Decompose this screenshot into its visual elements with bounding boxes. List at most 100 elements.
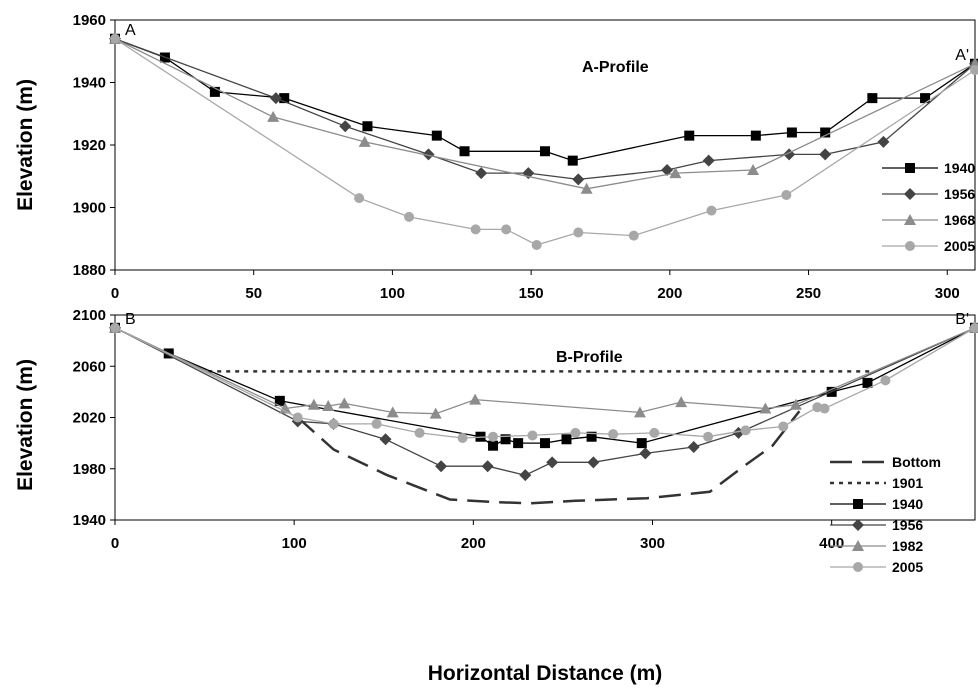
legend-label: 2005 — [944, 238, 975, 254]
data-point — [429, 407, 442, 419]
data-point — [362, 121, 373, 132]
data-point — [371, 418, 382, 429]
data-point — [431, 130, 442, 141]
data-point — [513, 438, 524, 449]
data-point — [747, 164, 760, 175]
legend-label: 1956 — [944, 186, 975, 202]
legend-label: 1901 — [892, 475, 923, 491]
x-tick-label: 300 — [640, 535, 665, 552]
data-point — [970, 322, 978, 333]
series-1968 — [109, 32, 978, 194]
data-point — [786, 127, 797, 138]
x-tick-label: 150 — [519, 285, 544, 302]
data-point — [386, 406, 399, 418]
x-tick-label: 200 — [657, 285, 682, 302]
data-point — [475, 167, 488, 180]
x-tick-label: 250 — [796, 285, 821, 302]
y-tick-label: 1940 — [73, 512, 106, 529]
series-line-1940 — [114, 38, 976, 162]
data-point — [669, 167, 682, 179]
y-tick-label: 2100 — [73, 307, 106, 324]
profile-end-label: A — [125, 22, 136, 39]
legend-marker — [905, 163, 915, 173]
plot-frame — [114, 314, 976, 521]
data-point — [702, 154, 715, 167]
series-line-1940 — [114, 327, 976, 447]
series-line-1956 — [114, 38, 976, 181]
series-1940 — [110, 33, 978, 166]
data-point — [209, 86, 220, 97]
profile-end-label: B — [125, 311, 136, 328]
legend-label: 1968 — [944, 212, 975, 228]
x-tick-label: 200 — [461, 535, 486, 552]
y-tick-label: 2060 — [73, 358, 106, 375]
y-axis-title: Elevation (m) — [14, 79, 37, 211]
data-point — [970, 65, 978, 75]
data-point — [740, 425, 751, 436]
legend: 1940 1956 1968 2005 — [882, 160, 975, 254]
legend-label: 1956 — [892, 517, 923, 533]
panel-title: A-Profile — [582, 59, 649, 76]
data-point — [469, 393, 482, 405]
data-point — [279, 93, 290, 104]
data-point — [338, 397, 351, 409]
data-point — [470, 224, 481, 235]
data-point — [267, 110, 280, 122]
data-point — [501, 224, 512, 235]
data-point — [540, 438, 550, 449]
y-tick-label: 1880 — [73, 262, 106, 279]
data-point — [457, 433, 468, 443]
x-axis-title: Horizontal Distance (m) — [428, 662, 663, 685]
data-point — [328, 418, 339, 429]
data-point — [110, 322, 120, 333]
legend-marker — [852, 540, 864, 551]
data-point — [567, 155, 578, 166]
x-tick-label: 400 — [819, 535, 844, 552]
data-point — [404, 211, 415, 222]
series-line-1968 — [114, 38, 976, 190]
y-tick-label: 2020 — [73, 410, 106, 427]
data-point — [339, 120, 352, 133]
legend-marker — [852, 519, 864, 531]
data-point — [110, 33, 120, 44]
data-point — [661, 164, 674, 176]
data-point — [781, 190, 792, 200]
x-tick-label: 100 — [380, 285, 405, 302]
data-point — [684, 130, 695, 141]
data-point — [819, 403, 830, 414]
data-point — [877, 135, 890, 148]
legend: Bottom 1901 1940 1956 1982 2005 — [830, 454, 941, 575]
data-point — [750, 130, 761, 141]
data-point — [703, 431, 714, 442]
data-point — [706, 205, 717, 216]
data-point — [292, 412, 303, 423]
data-point — [561, 434, 572, 445]
data-point — [422, 148, 435, 161]
series-bottom — [296, 410, 801, 505]
data-point — [580, 182, 593, 194]
legend-marker — [853, 499, 863, 509]
plot-frame — [114, 19, 976, 271]
legend-label: 1940 — [944, 160, 975, 176]
y-tick-label: 1980 — [73, 461, 106, 478]
x-tick-label: 0 — [111, 535, 119, 552]
data-point — [488, 440, 499, 451]
x-tick-label: 300 — [935, 285, 960, 302]
data-point — [481, 460, 494, 473]
data-point — [628, 230, 639, 241]
data-point — [633, 406, 646, 418]
data-point — [279, 402, 292, 414]
y-tick-label: 1960 — [73, 12, 106, 29]
data-point — [358, 135, 371, 147]
x-tick-label: 0 — [111, 285, 119, 302]
data-point — [920, 93, 931, 104]
series-line-bottom — [296, 410, 801, 505]
data-point — [687, 440, 700, 453]
series-1956 — [109, 321, 978, 482]
data-point — [587, 456, 600, 469]
data-point — [414, 427, 425, 438]
data-point — [546, 456, 559, 469]
legend-label: 2005 — [892, 559, 923, 575]
data-point — [636, 438, 647, 449]
